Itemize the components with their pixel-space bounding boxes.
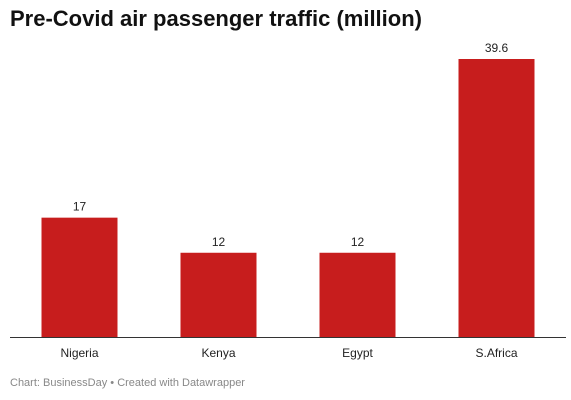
x-tick-label: Kenya <box>201 346 235 360</box>
bar-kenya <box>180 252 257 337</box>
bar-egypt <box>319 252 396 337</box>
x-tick-label: S.Africa <box>475 346 517 360</box>
footer-source: Chart: BusinessDay <box>10 377 108 389</box>
footer-separator: • <box>107 377 118 389</box>
bar-s-africa <box>458 59 535 337</box>
bar-value-label: 17 <box>73 200 87 214</box>
footer-credit: Created with Datawrapper <box>117 377 245 389</box>
x-tick-label: Nigeria <box>60 346 98 360</box>
bar-nigeria <box>41 217 118 337</box>
bar-value-label: 39.6 <box>485 41 509 55</box>
bar-value-label: 12 <box>351 235 365 249</box>
chart-title: Pre-Covid air passenger traffic (million… <box>10 6 422 31</box>
bar-value-label: 12 <box>212 235 226 249</box>
chart-footer: Chart: BusinessDay • Created with Datawr… <box>10 377 245 389</box>
x-tick-label: Egypt <box>342 346 373 360</box>
